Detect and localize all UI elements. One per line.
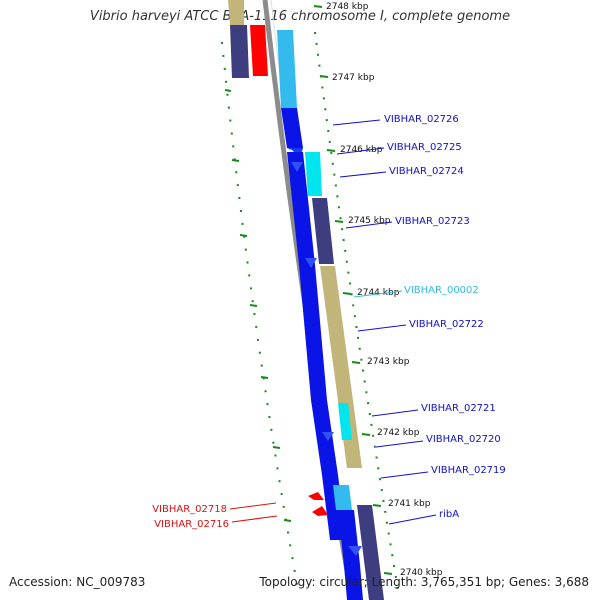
gene-label-vibhar-02726[interactable]: VIBHAR_02726 (384, 114, 459, 125)
genome-summary-text: Topology: circular; Length: 3,765,351 bp… (259, 575, 589, 589)
ruler-ticks (313, 5, 393, 575)
gene-label-riba[interactable]: ribA (439, 509, 459, 520)
tick-label-2742: 2742 kbp (377, 428, 420, 438)
tick-label-2744: 2744 kbp (357, 288, 400, 298)
cds-lane (277, 30, 363, 600)
tick-label-2745: 2745 kbp (348, 216, 391, 226)
gene-label-vibhar-02724[interactable]: VIBHAR_02724 (389, 166, 464, 177)
tick-label-2740: 2740 kbp (400, 568, 443, 578)
ruler-ring (314, 31, 399, 591)
red-features (308, 492, 328, 516)
gc-skew-ring (221, 41, 299, 591)
ruler-labels: 2748 kbp 2747 kbp 2746 kbp 2745 kbp 2744… (326, 2, 443, 578)
gene-label-vibhar-02716[interactable]: VIBHAR_02716 (154, 519, 229, 530)
tick-label-2747: 2747 kbp (332, 73, 375, 83)
accession-text: Accession: NC_009783 (9, 575, 146, 589)
tick-label-2743: 2743 kbp (367, 357, 410, 367)
label-leaders (229, 119, 437, 525)
tick-label-2741: 2741 kbp (388, 499, 431, 509)
gene-label-vibhar-02720[interactable]: VIBHAR_02720 (426, 434, 501, 445)
map-title: Vibrio harveyi ATCC BAA-1116 chromosome … (89, 9, 511, 24)
second-lane (305, 152, 384, 600)
gene-label-vibhar-02725[interactable]: VIBHAR_02725 (387, 142, 462, 153)
gene-label-vibhar-02719[interactable]: VIBHAR_02719 (431, 465, 506, 476)
gene-labels: VIBHAR_02726 VIBHAR_02725 VIBHAR_02724 V… (152, 114, 506, 530)
gene-label-vibhar-02721[interactable]: VIBHAR_02721 (421, 403, 496, 414)
gene-label-vibhar-02722[interactable]: VIBHAR_02722 (409, 319, 484, 330)
gene-label-vibhar-02718[interactable]: VIBHAR_02718 (152, 504, 227, 515)
tick-label-2746: 2746 kbp (340, 145, 383, 155)
tick-label-2748: 2748 kbp (326, 2, 369, 12)
feature-top-left (228, 0, 268, 78)
gene-label-vibhar-02723[interactable]: VIBHAR_02723 (395, 216, 470, 227)
gene-label-vibhar-00002[interactable]: VIBHAR_00002 (404, 285, 479, 296)
